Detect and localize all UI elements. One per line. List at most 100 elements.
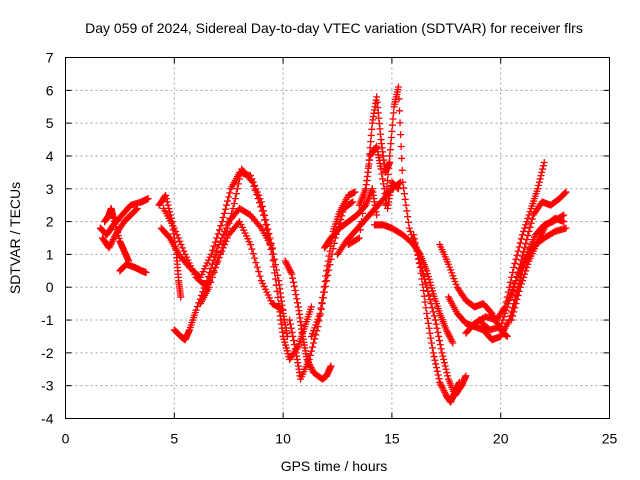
data-point bbox=[562, 224, 570, 232]
data-point bbox=[230, 200, 238, 208]
data-point bbox=[226, 189, 234, 197]
data-point bbox=[289, 278, 297, 286]
grid-lines bbox=[65, 57, 610, 419]
data-point bbox=[400, 190, 408, 198]
data-point bbox=[510, 264, 518, 272]
data-point bbox=[509, 312, 517, 320]
data-point bbox=[265, 229, 273, 237]
data-point bbox=[535, 181, 543, 189]
data-point bbox=[217, 222, 225, 230]
data-point bbox=[382, 195, 390, 203]
data-point bbox=[174, 234, 182, 242]
data-point bbox=[293, 295, 301, 303]
y-tick-label: 2 bbox=[46, 214, 54, 230]
data-point bbox=[388, 127, 396, 135]
data-point bbox=[523, 218, 531, 226]
data-point bbox=[401, 195, 409, 203]
data-point bbox=[427, 334, 435, 342]
data-point bbox=[396, 107, 404, 115]
data-point bbox=[287, 268, 295, 276]
data-point bbox=[413, 247, 421, 255]
data-point bbox=[142, 268, 150, 276]
data-point bbox=[164, 201, 172, 209]
y-tick-label: 0 bbox=[46, 279, 54, 295]
data-point bbox=[367, 131, 375, 139]
x-tick-label: 5 bbox=[170, 431, 178, 447]
data-point bbox=[356, 226, 364, 234]
data-point bbox=[294, 299, 302, 307]
data-point bbox=[528, 215, 536, 223]
data-point bbox=[417, 269, 425, 277]
data-point bbox=[425, 291, 433, 299]
data-point bbox=[405, 224, 413, 232]
data-point bbox=[385, 158, 393, 166]
data-point bbox=[435, 332, 443, 340]
data-point bbox=[415, 255, 423, 263]
data-point bbox=[515, 264, 523, 272]
data-point bbox=[308, 365, 316, 373]
data-point bbox=[212, 260, 220, 268]
data-point bbox=[372, 143, 380, 151]
data-point bbox=[268, 250, 276, 258]
data-point bbox=[288, 328, 296, 336]
data-point bbox=[212, 248, 220, 256]
x-tick-label: 10 bbox=[275, 431, 291, 447]
data-point bbox=[207, 250, 215, 258]
y-tick-label: 5 bbox=[46, 115, 54, 131]
data-point bbox=[514, 291, 522, 299]
data-point bbox=[348, 199, 356, 207]
data-point bbox=[162, 195, 170, 203]
y-tick-label: -4 bbox=[41, 411, 54, 427]
data-point bbox=[221, 205, 229, 213]
data-point bbox=[251, 254, 259, 262]
data-point bbox=[499, 316, 507, 324]
data-point bbox=[560, 218, 568, 226]
data-point bbox=[349, 198, 357, 206]
data-point bbox=[172, 227, 180, 235]
data-point bbox=[210, 268, 218, 276]
data-point bbox=[513, 296, 521, 304]
data-point bbox=[382, 189, 390, 197]
data-point bbox=[438, 383, 446, 391]
data-point bbox=[177, 293, 185, 301]
data-point bbox=[406, 227, 414, 235]
x-tick-label: 25 bbox=[602, 431, 618, 447]
data-point bbox=[522, 240, 530, 248]
data-point bbox=[503, 332, 511, 340]
data-point bbox=[162, 191, 170, 199]
data-point bbox=[133, 204, 141, 212]
data-point bbox=[306, 351, 314, 359]
data-point bbox=[176, 237, 184, 245]
data-point bbox=[367, 138, 375, 146]
y-tick-label: -1 bbox=[41, 312, 54, 328]
data-point bbox=[428, 339, 436, 347]
data-point bbox=[289, 274, 297, 282]
data-point bbox=[249, 178, 257, 186]
data-point bbox=[384, 177, 392, 185]
series-track-24 bbox=[503, 188, 570, 308]
data-point bbox=[107, 241, 115, 249]
data-point bbox=[284, 262, 292, 270]
data-point bbox=[320, 283, 328, 291]
data-point bbox=[214, 230, 222, 238]
data-point bbox=[213, 259, 221, 267]
data-point bbox=[512, 277, 520, 285]
data-point bbox=[381, 190, 389, 198]
data-point bbox=[218, 244, 226, 252]
data-point bbox=[424, 319, 432, 327]
data-point bbox=[508, 316, 516, 324]
data-point bbox=[378, 170, 386, 178]
data-point bbox=[213, 234, 221, 242]
series-track-17 bbox=[370, 221, 457, 347]
data-point bbox=[539, 162, 547, 170]
data-point bbox=[282, 259, 290, 267]
y-tick-label: 3 bbox=[46, 181, 54, 197]
data-point bbox=[422, 304, 430, 312]
data-point bbox=[440, 359, 448, 367]
data-point bbox=[233, 185, 241, 193]
data-point bbox=[316, 309, 324, 317]
data-point bbox=[326, 247, 334, 255]
data-point bbox=[212, 264, 220, 272]
data-point bbox=[255, 199, 263, 207]
data-point bbox=[513, 273, 521, 281]
